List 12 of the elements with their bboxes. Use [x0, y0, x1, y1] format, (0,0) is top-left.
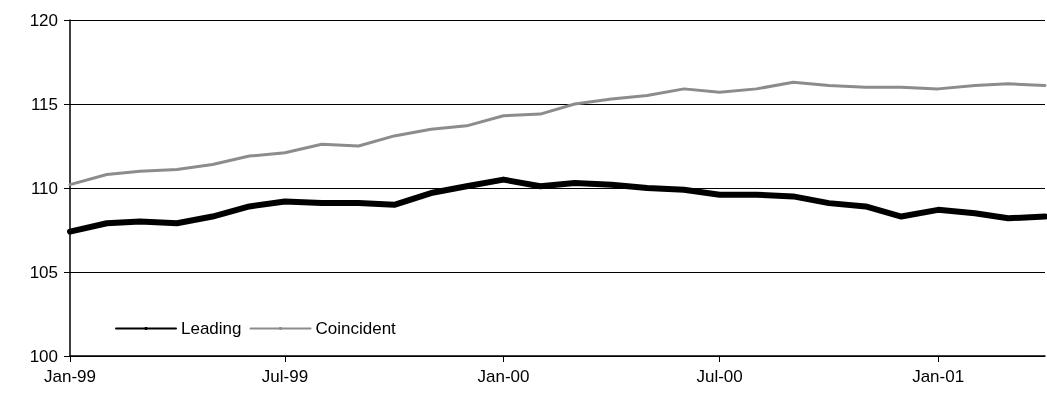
x-tick-label: Jan-99	[44, 367, 96, 386]
x-tick-label: Jul-99	[261, 367, 309, 386]
y-tick-label: 100	[29, 346, 58, 366]
x-tick-label: Jul-00	[696, 367, 743, 386]
y-tick-label: 120	[29, 10, 58, 30]
y-tick-label: 110	[30, 178, 58, 198]
y-tick-label: 105	[29, 262, 58, 282]
legend-label: Leading	[181, 319, 242, 338]
x-tick-label: Jan-00	[477, 367, 530, 386]
x-tick-label: Jan-01	[912, 367, 965, 386]
y-tick-label: 115	[30, 94, 58, 114]
legend-label: Coincident	[315, 319, 397, 338]
